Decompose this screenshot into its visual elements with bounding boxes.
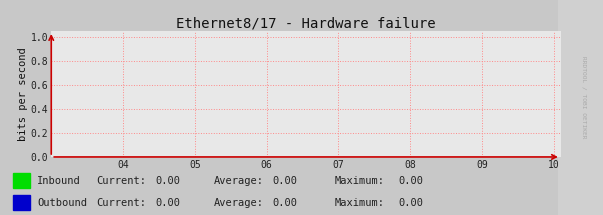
Text: 0.00: 0.00: [273, 176, 297, 186]
Text: 0.00: 0.00: [398, 176, 423, 186]
Text: Maximum:: Maximum:: [335, 176, 385, 186]
Text: Current:: Current:: [96, 176, 147, 186]
Text: 0.00: 0.00: [273, 198, 297, 208]
Y-axis label: bits per second: bits per second: [18, 47, 28, 141]
Text: Average:: Average:: [214, 176, 264, 186]
Text: Average:: Average:: [214, 198, 264, 208]
Text: Inbound: Inbound: [37, 176, 81, 186]
Text: 0.00: 0.00: [156, 198, 180, 208]
Text: Maximum:: Maximum:: [335, 198, 385, 208]
Text: Current:: Current:: [96, 198, 147, 208]
Text: Outbound: Outbound: [37, 198, 87, 208]
Text: RRDTOOL / TOBI OETIKER: RRDTOOL / TOBI OETIKER: [581, 55, 586, 138]
Text: 0.00: 0.00: [398, 198, 423, 208]
Text: 0.00: 0.00: [156, 176, 180, 186]
Title: Ethernet8/17 - Hardware failure: Ethernet8/17 - Hardware failure: [176, 16, 436, 30]
